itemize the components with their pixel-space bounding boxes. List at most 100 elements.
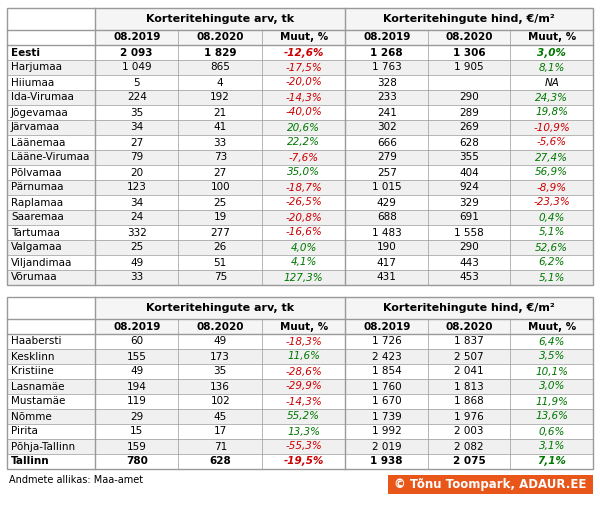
Bar	[7, 150, 593, 165]
Text: 08.2019: 08.2019	[113, 321, 160, 331]
Text: 1 726: 1 726	[372, 337, 401, 347]
Text: Hiiumaa: Hiiumaa	[11, 77, 54, 87]
Text: © Tõnu Toompark, ADAUR.EE: © Tõnu Toompark, ADAUR.EE	[394, 478, 587, 491]
Text: 24,3%: 24,3%	[535, 93, 568, 103]
Text: 34: 34	[130, 197, 143, 207]
Text: Lääne-Virumaa: Lääne-Virumaa	[11, 153, 89, 163]
Text: 257: 257	[377, 167, 397, 177]
Text: -7,6%: -7,6%	[289, 153, 319, 163]
Text: 290: 290	[460, 93, 479, 103]
Text: -28,6%: -28,6%	[286, 367, 322, 377]
Text: 1 015: 1 015	[372, 183, 401, 193]
Bar	[7, 8, 593, 285]
Text: 1 739: 1 739	[372, 411, 401, 421]
Text: 429: 429	[377, 197, 397, 207]
Text: -14,3%: -14,3%	[286, 397, 322, 407]
Text: 192: 192	[211, 93, 230, 103]
Text: Korteritehingute hind, €/m²: Korteritehingute hind, €/m²	[383, 14, 555, 24]
Text: 35: 35	[130, 107, 143, 117]
Text: 08.2019: 08.2019	[113, 33, 160, 43]
Text: 136: 136	[211, 381, 230, 391]
Text: 20: 20	[130, 167, 143, 177]
Text: 19: 19	[214, 213, 227, 222]
Text: 1 483: 1 483	[372, 228, 401, 238]
Text: 279: 279	[377, 153, 397, 163]
Text: Muut, %: Muut, %	[527, 321, 576, 331]
Text: 73: 73	[214, 153, 227, 163]
Text: Võrumaa: Võrumaa	[11, 272, 58, 282]
Text: 08.2019: 08.2019	[363, 33, 410, 43]
Text: 49: 49	[130, 367, 143, 377]
Text: 332: 332	[127, 228, 146, 238]
Text: Korteritehingute hind, €/m²: Korteritehingute hind, €/m²	[383, 303, 555, 313]
Text: -16,6%: -16,6%	[286, 228, 322, 238]
Text: 75: 75	[214, 272, 227, 282]
Text: 11,6%: 11,6%	[287, 351, 320, 361]
Bar	[346, 297, 593, 319]
Bar	[7, 379, 593, 394]
Text: 173: 173	[211, 351, 230, 361]
Text: 2 041: 2 041	[454, 367, 484, 377]
Text: Tallinn: Tallinn	[11, 457, 50, 467]
Text: 4,1%: 4,1%	[290, 258, 317, 268]
Text: 224: 224	[127, 93, 146, 103]
Text: Muut, %: Muut, %	[527, 33, 576, 43]
Text: -19,5%: -19,5%	[284, 457, 324, 467]
Bar	[7, 297, 593, 469]
Text: -29,9%: -29,9%	[286, 381, 322, 391]
Text: Kesklinn: Kesklinn	[11, 351, 55, 361]
Bar	[7, 240, 593, 255]
Text: -8,9%: -8,9%	[536, 183, 567, 193]
Text: -12,6%: -12,6%	[284, 47, 324, 57]
Text: 628: 628	[460, 137, 479, 147]
Bar	[7, 439, 593, 454]
Text: 155: 155	[127, 351, 146, 361]
Text: 41: 41	[214, 123, 227, 133]
Text: Muut, %: Muut, %	[280, 33, 328, 43]
Bar	[7, 210, 593, 225]
Text: Viljandimaa: Viljandimaa	[11, 258, 73, 268]
Text: Põlvamaa: Põlvamaa	[11, 167, 62, 177]
Text: 2 082: 2 082	[454, 441, 484, 451]
Text: Kristiine: Kristiine	[11, 367, 54, 377]
Text: 5: 5	[133, 77, 140, 87]
Bar	[7, 180, 593, 195]
Text: Nõmme: Nõmme	[11, 411, 52, 421]
Text: 45: 45	[214, 411, 227, 421]
Text: 2 003: 2 003	[454, 427, 484, 437]
Text: 26: 26	[214, 242, 227, 252]
Text: 5,1%: 5,1%	[539, 272, 565, 282]
Text: 1 976: 1 976	[454, 411, 484, 421]
Text: 49: 49	[130, 258, 143, 268]
Text: Muut, %: Muut, %	[280, 321, 328, 331]
Text: 51: 51	[214, 258, 227, 268]
Text: 431: 431	[377, 272, 397, 282]
Text: Jõgevamaa: Jõgevamaa	[11, 107, 69, 117]
Text: 1 760: 1 760	[372, 381, 401, 391]
Text: 55,2%: 55,2%	[287, 411, 320, 421]
Text: Eesti: Eesti	[11, 47, 40, 57]
Text: -20,0%: -20,0%	[286, 77, 322, 87]
Text: 6,4%: 6,4%	[539, 337, 565, 347]
Text: 453: 453	[460, 272, 479, 282]
Text: Andmete allikas: Maa-amet: Andmete allikas: Maa-amet	[9, 475, 143, 485]
Text: 290: 290	[460, 242, 479, 252]
Text: Tartumaa: Tartumaa	[11, 228, 60, 238]
Bar	[346, 8, 593, 30]
Text: 22,2%: 22,2%	[287, 137, 320, 147]
Text: 3,0%: 3,0%	[539, 381, 565, 391]
Bar	[7, 90, 593, 105]
Text: 194: 194	[127, 381, 146, 391]
Text: 119: 119	[127, 397, 146, 407]
Text: 3,5%: 3,5%	[539, 351, 565, 361]
Text: -14,3%: -14,3%	[286, 93, 322, 103]
Text: 08.2020: 08.2020	[445, 321, 493, 331]
Text: 277: 277	[211, 228, 230, 238]
Text: Saaremaa: Saaremaa	[11, 213, 64, 222]
Bar	[95, 8, 346, 30]
Text: 19,8%: 19,8%	[535, 107, 568, 117]
Text: 4: 4	[217, 77, 224, 87]
Text: 328: 328	[377, 77, 397, 87]
Bar	[95, 297, 346, 319]
Text: 56,9%: 56,9%	[535, 167, 568, 177]
